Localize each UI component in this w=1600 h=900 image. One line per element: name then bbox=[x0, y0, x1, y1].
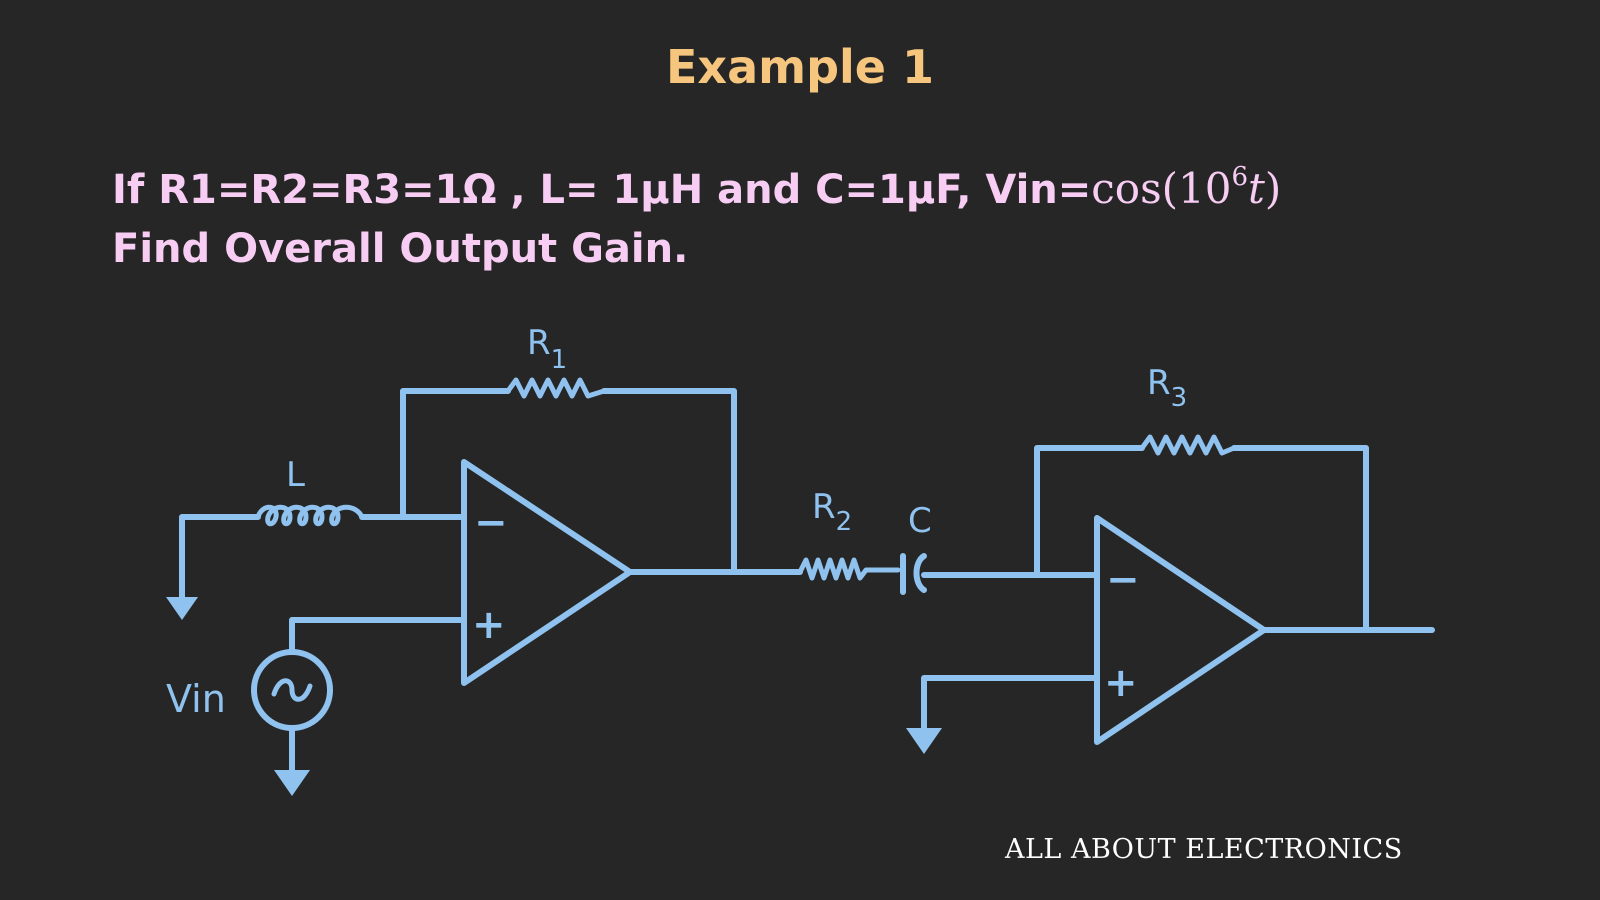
resistor-r3 bbox=[1142, 437, 1234, 453]
label-capacitor: C bbox=[908, 501, 932, 541]
ground-arrow-source bbox=[274, 770, 310, 796]
inductor-coil bbox=[258, 507, 362, 524]
opamp-2 bbox=[1097, 518, 1264, 742]
inductor-ground-wire bbox=[182, 517, 258, 597]
feedback-r3-wire bbox=[1037, 448, 1366, 630]
opamp-2-noninverting-sign: + bbox=[1104, 660, 1138, 706]
label-r2-letter: R bbox=[812, 487, 836, 527]
feedback-r1-wire bbox=[403, 391, 734, 572]
label-r3-sub: 3 bbox=[1171, 383, 1188, 413]
source-sine-symbol bbox=[274, 681, 310, 700]
opamp-1-noninverting-sign: + bbox=[472, 602, 506, 648]
label-r3: R3 bbox=[1147, 363, 1187, 413]
channel-watermark: ALL ABOUT ELECTRONICS bbox=[1005, 834, 1403, 865]
opamp-1-inverting-sign: − bbox=[474, 500, 508, 546]
resistor-r1 bbox=[508, 380, 604, 396]
label-r3-letter: R bbox=[1147, 363, 1171, 403]
opamp-2-inverting-sign: − bbox=[1106, 557, 1140, 603]
label-r1-letter: R bbox=[527, 323, 551, 363]
ground-arrow-right bbox=[906, 728, 942, 754]
ground-arrow-left bbox=[166, 597, 198, 620]
label-r1: R1 bbox=[527, 323, 567, 375]
opamp-1 bbox=[464, 462, 630, 683]
resistor-r2 bbox=[800, 560, 898, 578]
opamp-2-noninverting-ground-wire bbox=[924, 678, 1094, 728]
label-r2-sub: 2 bbox=[836, 507, 853, 537]
label-vin: Vin bbox=[166, 677, 226, 721]
label-r1-sub: 1 bbox=[551, 345, 568, 375]
label-inductor: L bbox=[286, 455, 305, 495]
label-r2: R2 bbox=[812, 487, 852, 537]
vin-to-noninverting-wire bbox=[292, 620, 462, 652]
